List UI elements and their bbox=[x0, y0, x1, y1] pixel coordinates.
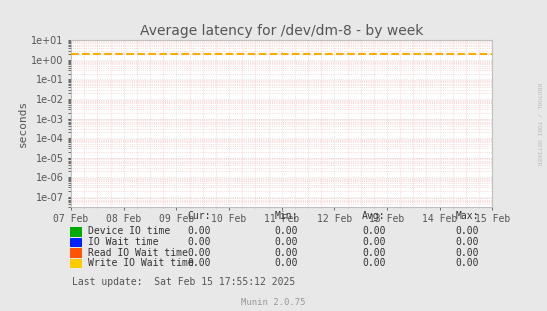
Text: 0.00: 0.00 bbox=[275, 237, 298, 247]
Text: IO Wait time: IO Wait time bbox=[88, 237, 158, 247]
Text: Last update:  Sat Feb 15 17:55:12 2025: Last update: Sat Feb 15 17:55:12 2025 bbox=[72, 277, 295, 287]
Y-axis label: seconds: seconds bbox=[18, 100, 28, 147]
Text: 0.00: 0.00 bbox=[275, 226, 298, 236]
Text: Write IO Wait time: Write IO Wait time bbox=[88, 258, 193, 268]
Text: 0.00: 0.00 bbox=[362, 248, 386, 258]
Text: 0.00: 0.00 bbox=[362, 258, 386, 268]
Text: Min:: Min: bbox=[275, 211, 298, 221]
Text: 0.00: 0.00 bbox=[455, 237, 479, 247]
Text: 0.00: 0.00 bbox=[275, 248, 298, 258]
Text: 0.00: 0.00 bbox=[455, 258, 479, 268]
Text: 0.00: 0.00 bbox=[275, 258, 298, 268]
Text: RRDTOOL / TOBI OETIKER: RRDTOOL / TOBI OETIKER bbox=[536, 83, 542, 166]
Text: 0.00: 0.00 bbox=[455, 248, 479, 258]
Text: Munin 2.0.75: Munin 2.0.75 bbox=[241, 298, 306, 307]
Text: 0.00: 0.00 bbox=[362, 237, 386, 247]
Text: 0.00: 0.00 bbox=[187, 237, 211, 247]
Text: Read IO Wait time: Read IO Wait time bbox=[88, 248, 188, 258]
Text: Avg:: Avg: bbox=[362, 211, 386, 221]
Text: 0.00: 0.00 bbox=[362, 226, 386, 236]
Text: 0.00: 0.00 bbox=[187, 258, 211, 268]
Text: 0.00: 0.00 bbox=[455, 226, 479, 236]
Text: Device IO time: Device IO time bbox=[88, 226, 170, 236]
Text: 0.00: 0.00 bbox=[187, 248, 211, 258]
Text: Max:: Max: bbox=[455, 211, 479, 221]
Text: Cur:: Cur: bbox=[187, 211, 211, 221]
Text: 0.00: 0.00 bbox=[187, 226, 211, 236]
Title: Average latency for /dev/dm-8 - by week: Average latency for /dev/dm-8 - by week bbox=[140, 24, 423, 38]
